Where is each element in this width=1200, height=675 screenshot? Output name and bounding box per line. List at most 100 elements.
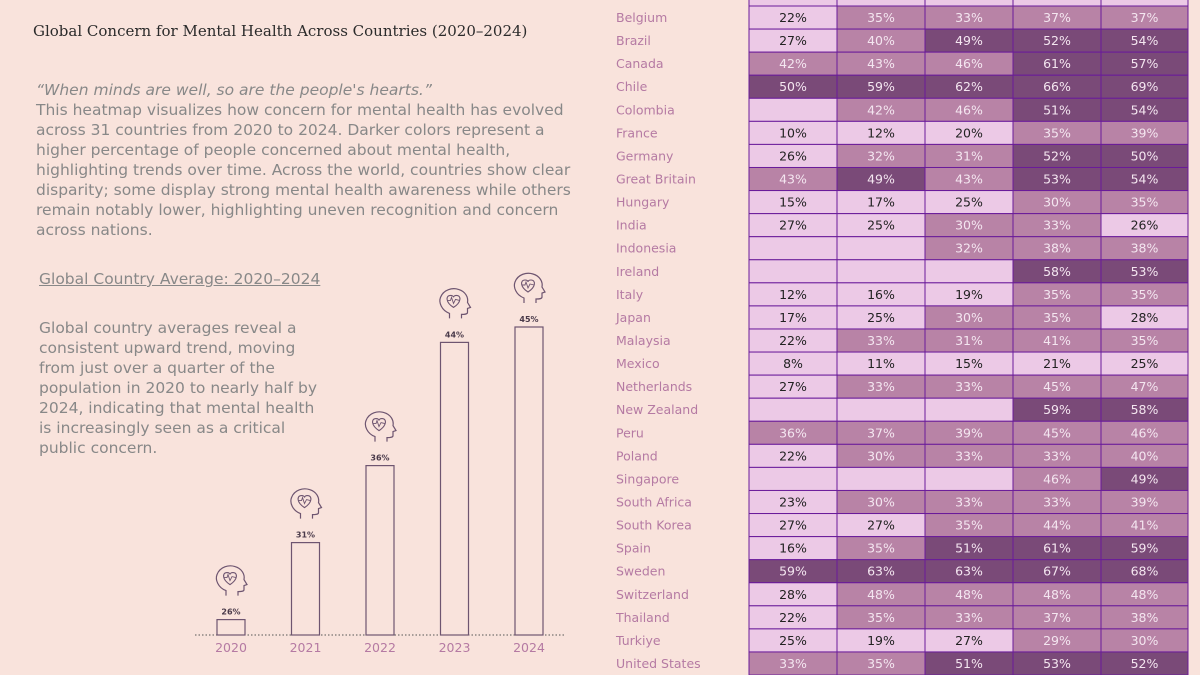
- heatmap-cell: [1100, 328, 1189, 353]
- country-label: Great Britain: [616, 172, 696, 187]
- cell-value: 45%: [1043, 425, 1071, 440]
- cell-value: 38%: [1131, 610, 1159, 625]
- country-label: Brazil: [616, 33, 651, 48]
- heatmap-cell: [1012, 97, 1102, 122]
- cell-value: 48%: [1043, 587, 1071, 602]
- heatmap-cell: [924, 97, 1014, 122]
- heatmap-cell: [924, 51, 1014, 76]
- cell-value: 28%: [1131, 310, 1159, 325]
- heatmap-cell: [836, 466, 926, 491]
- country-label: Switzerland: [616, 587, 689, 602]
- heatmap-cell: [924, 143, 1014, 168]
- cell-value: 15%: [955, 356, 983, 371]
- cell-value: 49%: [867, 172, 895, 187]
- cell-value: 51%: [955, 656, 983, 671]
- cell-value: 58%: [1043, 264, 1071, 279]
- heatmap-cell: [1100, 190, 1189, 215]
- cell-value: 66%: [1043, 79, 1071, 94]
- cell-value: 43%: [779, 172, 807, 187]
- heatmap-cell: [836, 74, 926, 99]
- cell-value: 30%: [1131, 633, 1159, 648]
- cell-value: 30%: [1043, 195, 1071, 210]
- bar-2020: [216, 618, 246, 636]
- cell-value: 17%: [867, 195, 895, 210]
- head-heart-icon: [513, 272, 546, 303]
- pulse-line: [373, 419, 386, 428]
- cell-value: 16%: [867, 287, 895, 302]
- heatmap-cell: [1012, 397, 1102, 422]
- cell-value: 37%: [1043, 610, 1071, 625]
- cell-value: 22%: [779, 10, 807, 25]
- cell-value: 29%: [1043, 633, 1071, 648]
- heatmap-cell: [748, 420, 838, 445]
- cell-value: 43%: [955, 172, 983, 187]
- x-tick-label: 2020: [215, 640, 247, 655]
- heatmap-cell: [924, 259, 1014, 284]
- country-label: Chile: [616, 79, 648, 94]
- head-outline: [290, 488, 323, 519]
- heatmap-cell: [836, 351, 926, 376]
- cell-value: 41%: [1043, 333, 1071, 348]
- average-bar-chart: 26% 2020 31% 2021 36% 2022 44% 2023 45% 2024: [195, 272, 566, 655]
- heatmap-cell: [748, 536, 838, 561]
- heatmap-cell: [748, 489, 838, 515]
- bar-value-label: 36%: [370, 454, 389, 463]
- cell-value: 22%: [779, 333, 807, 348]
- heart-outline: [297, 495, 312, 509]
- cell-value: 52%: [1043, 148, 1071, 163]
- cell-value: 38%: [1043, 241, 1071, 256]
- heatmap-cell: [836, 120, 926, 145]
- cell-value: 63%: [955, 564, 983, 579]
- country-label: New Zealand: [616, 402, 698, 417]
- cell-value: 46%: [955, 56, 983, 71]
- heatmap-cell: [1012, 628, 1102, 653]
- country-label: Singapore: [616, 471, 679, 486]
- cell-value: 35%: [867, 541, 895, 556]
- head-outline: [513, 272, 546, 303]
- cell-value: 51%: [1043, 102, 1071, 117]
- heatmap-cell: [1012, 166, 1102, 192]
- heatmap-cell: [1012, 559, 1102, 584]
- cell-value: 62%: [955, 79, 983, 94]
- cell-value: 25%: [955, 195, 983, 210]
- heatmap-cell: [1100, 97, 1189, 122]
- cell-value: 40%: [867, 33, 895, 48]
- head-heart-icon: [439, 288, 472, 319]
- cell-value: 59%: [867, 79, 895, 94]
- heatmap-cell: [748, 374, 838, 399]
- country-label: Ireland: [616, 264, 659, 279]
- heatmap-cell: [748, 5, 838, 30]
- cell-value: 57%: [1131, 56, 1159, 71]
- heatmap-cell: [748, 28, 838, 53]
- heatmap-cell: [1012, 5, 1102, 30]
- heatmap-cell: [1012, 190, 1102, 215]
- country-label: Peru: [616, 425, 644, 440]
- pulse-line: [447, 295, 460, 305]
- cell-value: 19%: [955, 287, 983, 302]
- heatmap-cell: [836, 282, 926, 307]
- heatmap-cell: [748, 628, 838, 653]
- heatmap-cell: [748, 351, 838, 376]
- heatmap-cell: [1012, 582, 1102, 607]
- pulse-line: [224, 573, 237, 582]
- cell-value: 33%: [1043, 495, 1071, 510]
- cell-value: 32%: [867, 148, 895, 163]
- heatmap-cell: [1100, 605, 1189, 630]
- heatmap-cell: [1012, 51, 1102, 76]
- cell-value: 31%: [955, 333, 983, 348]
- cell-value: 31%: [955, 148, 983, 163]
- country-label: Hungary: [616, 195, 670, 210]
- heatmap-cell: [1100, 143, 1189, 168]
- heatmap-cell: [1012, 466, 1102, 491]
- intro-text: “When minds are well, so are the people'…: [36, 80, 576, 240]
- heatmap-cell: [836, 0, 926, 7]
- heatmap-cell: [748, 120, 838, 145]
- heatmap-cell: [924, 282, 1014, 307]
- cell-value: 69%: [1131, 79, 1159, 94]
- heatmap-cell: [1012, 236, 1102, 261]
- head-outline: [364, 411, 397, 442]
- country-label: South Korea: [616, 518, 692, 533]
- cell-value: 59%: [779, 564, 807, 579]
- heatmap-cell: [1100, 236, 1189, 261]
- cell-value: 33%: [955, 10, 983, 25]
